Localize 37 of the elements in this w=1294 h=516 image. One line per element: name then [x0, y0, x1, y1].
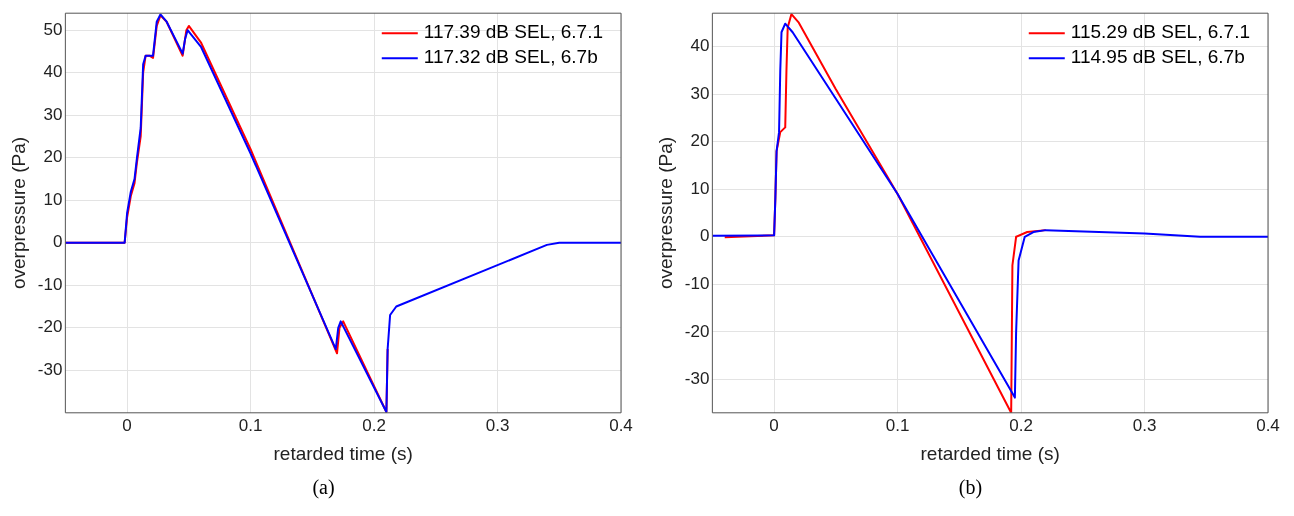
x-tick-label: 0.3 — [1132, 415, 1157, 435]
y-tick-label: 50 — [43, 19, 63, 39]
y-tick-label: 10 — [43, 189, 63, 209]
y-tick-label: -20 — [684, 321, 710, 341]
x-tick-label: 0 — [769, 415, 779, 435]
y-tick-label: 30 — [43, 104, 63, 124]
x-tick-label: 0.4 — [1256, 415, 1280, 435]
legend-label: 117.32 dB SEL, 6.7b — [423, 46, 598, 68]
y-axis-title: overpressure (Pa) — [7, 136, 29, 290]
y-tick-label: 40 — [690, 36, 710, 56]
y-axis-title: overpressure (Pa) — [654, 136, 676, 290]
y-tick-label: -30 — [37, 359, 63, 379]
x-tick-label: 0.1 — [238, 415, 263, 435]
y-tick-label: 30 — [690, 83, 710, 103]
legend-label: 117.39 dB SEL, 6.7.1 — [423, 21, 604, 43]
y-tick-label: -10 — [37, 274, 63, 294]
x-tick-label: 0.3 — [485, 415, 510, 435]
x-tick-label: 0.2 — [362, 415, 386, 435]
y-tick-label: -20 — [37, 317, 63, 337]
x-tick-label: 0.4 — [609, 415, 633, 435]
x-axis-title: retarded time (s) — [920, 442, 1060, 464]
y-tick-label: 0 — [52, 232, 63, 252]
text: (a) — [311, 476, 336, 499]
y-tick-label: 20 — [43, 147, 63, 167]
x-tick-label: 0.2 — [1009, 415, 1033, 435]
x-tick-label: 0 — [122, 415, 132, 435]
text: (b) — [957, 476, 984, 499]
legend-label: 115.29 dB SEL, 6.7.1 — [1070, 21, 1251, 43]
x-axis-title: retarded time (s) — [273, 442, 413, 464]
x-tick-label: 0.1 — [885, 415, 910, 435]
y-tick-label: 40 — [43, 62, 63, 82]
y-tick-label: 20 — [690, 131, 710, 151]
y-tick-label: 0 — [699, 226, 710, 246]
y-tick-label: 10 — [690, 178, 710, 198]
y-tick-label: -10 — [684, 274, 710, 294]
y-tick-label: -30 — [684, 369, 710, 389]
legend-label: 114.95 dB SEL, 6.7b — [1070, 46, 1245, 68]
